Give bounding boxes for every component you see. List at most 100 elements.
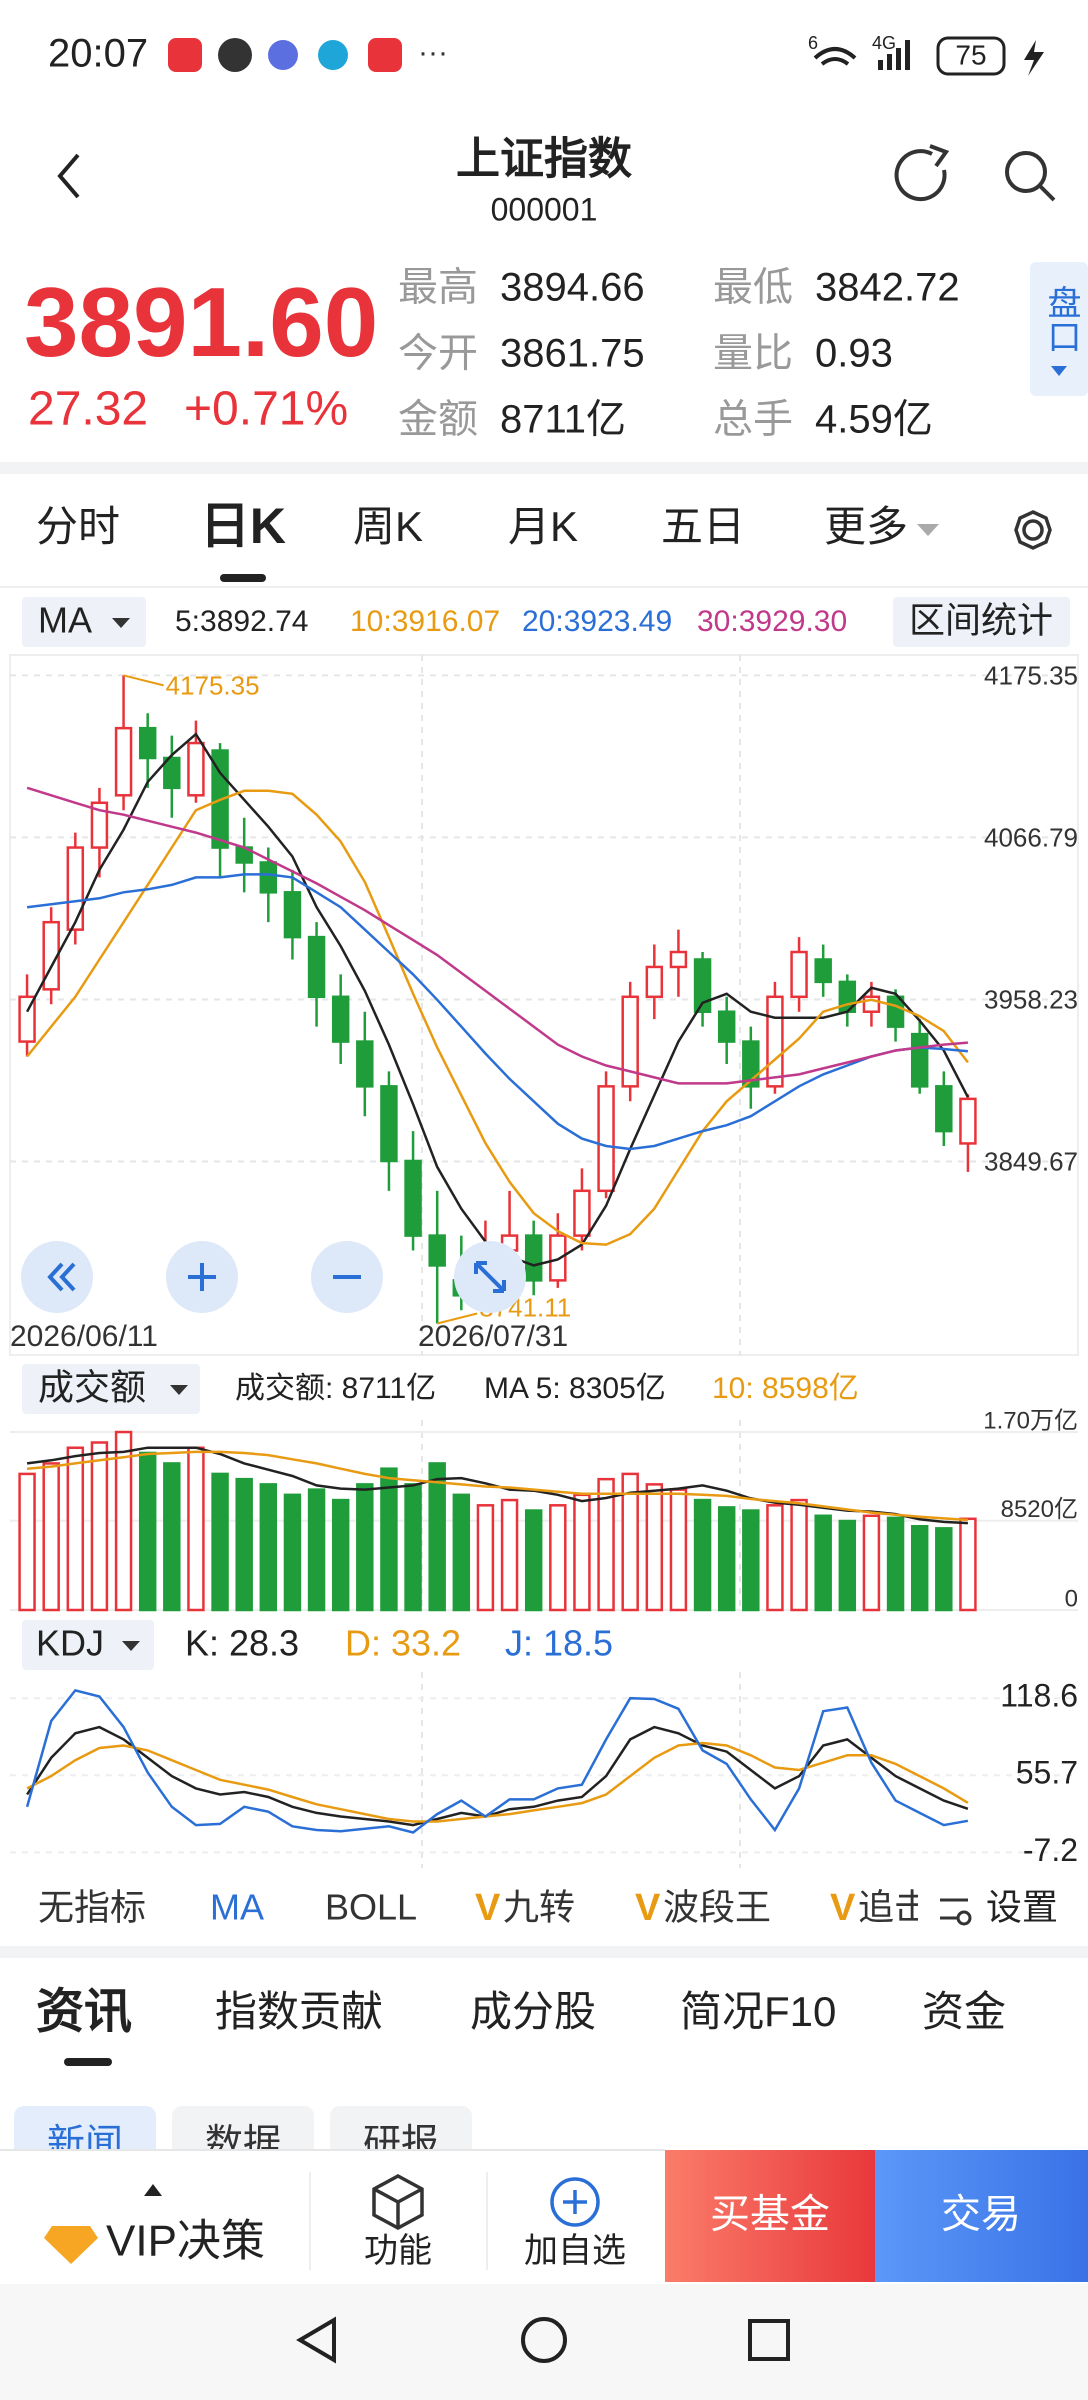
y-tick-label: 3849.67 (984, 1146, 1078, 1176)
candle-body (307, 935, 326, 999)
nav-recents[interactable] (748, 2319, 790, 2361)
indicator-tab[interactable]: 波段王 (663, 1887, 771, 1928)
volume-selector[interactable] (22, 1364, 200, 1414)
info-tab[interactable]: 资金 (922, 1988, 1006, 2035)
indicator-tab[interactable]: MA (210, 1887, 264, 1928)
volume-ma-line (26, 1450, 968, 1522)
volume-legend: 成交额: 8711亿 (235, 1372, 436, 1405)
search-button[interactable] (1005, 151, 1056, 202)
indicator-settings-button[interactable] (940, 1898, 972, 1926)
y-tick-label: 4066.79 (984, 822, 1078, 852)
sub-tab[interactable] (172, 2106, 314, 2176)
side-panel-button[interactable] (1030, 262, 1088, 396)
sub-tab[interactable] (14, 2106, 156, 2176)
ma-legend: 10:3916.07 (350, 605, 500, 638)
volume-bar (476, 1504, 495, 1612)
volume-bar (380, 1467, 398, 1612)
stat-label: 量比 (713, 332, 793, 376)
period-tab[interactable]: 更多 (824, 503, 908, 550)
nav-back[interactable] (296, 2316, 336, 2364)
sub-tab-label: 数据 (205, 2123, 281, 2165)
volume-bar (307, 1488, 326, 1612)
kdj-selector-label: KDJ (36, 1623, 104, 1664)
candle-body (742, 1040, 760, 1088)
add-label[interactable]: 加自选 (524, 2232, 626, 2270)
battery-level: 75 (955, 39, 986, 70)
candle-body (790, 950, 808, 999)
candle-body (524, 1234, 543, 1282)
period-tab[interactable]: 分时 (36, 503, 120, 550)
candle-body (138, 726, 157, 760)
volume-bar (645, 1483, 664, 1612)
expand-arrow (144, 2184, 162, 2196)
info-tab[interactable]: 指数贡献 (215, 1988, 383, 2035)
volume-legend: MA 5: 8305亿 (484, 1372, 666, 1405)
zoom-controls (21, 1241, 526, 1313)
premium-badge: V (635, 1887, 661, 1929)
info-tab[interactable]: 资讯 (36, 1986, 132, 2039)
sub-tab[interactable] (330, 2106, 472, 2176)
ma-selector[interactable] (22, 597, 146, 647)
zoom-back-button[interactable] (21, 1241, 93, 1313)
candle-body (910, 1032, 929, 1088)
stat-label: 金额 (398, 398, 478, 442)
info-tab[interactable]: 简况F10 (680, 1988, 836, 2035)
period-tab[interactable]: 月K (508, 503, 578, 550)
ma-line (26, 873, 969, 1151)
candle-body (573, 1189, 591, 1237)
settings-button[interactable] (1014, 510, 1052, 550)
kdj-line (26, 1725, 969, 1827)
vip-label[interactable]: VIP决策 (106, 2217, 265, 2266)
ma-legend: 30:3929.30 (697, 605, 847, 638)
volume-bar (500, 1498, 519, 1612)
status-icons: ··· (168, 36, 448, 72)
candle-body (669, 950, 688, 969)
info-tab[interactable]: 成分股 (470, 1988, 596, 2035)
volume-bar (862, 1514, 881, 1612)
candle-body (645, 965, 664, 999)
trade-button[interactable] (875, 2150, 1088, 2282)
y-tick-label: 0 (1065, 1585, 1078, 1612)
max-annotation: 4175.35 (166, 670, 260, 700)
indicator-tab[interactable]: BOLL (325, 1887, 417, 1928)
volume-bar (766, 1504, 784, 1612)
trade-label: 交易 (941, 2193, 1021, 2237)
indicator-tab[interactable]: 无指标 (38, 1887, 146, 1928)
candle-body (380, 1085, 398, 1163)
page-title: 上证指数 (456, 135, 632, 184)
buy-fund-button[interactable] (665, 2150, 875, 2282)
annotation-line (123, 674, 164, 687)
navigation-bar (0, 2284, 1088, 2400)
indicator-tab[interactable]: 九转 (503, 1887, 575, 1928)
period-tab[interactable]: 五日 (661, 503, 745, 550)
indicator-tab[interactable]: 追击 (858, 1887, 930, 1928)
refresh-button[interactable] (894, 144, 950, 202)
range-stats-button[interactable] (893, 597, 1070, 647)
add-icon (550, 2177, 600, 2227)
x-tick-label: 2026/06/11 (10, 1320, 158, 1353)
volume-bar (259, 1483, 278, 1612)
volume-bar (549, 1504, 567, 1612)
volume-bar (524, 1509, 543, 1612)
nav-home[interactable] (521, 2317, 567, 2363)
status-time: 20:07 (48, 32, 148, 76)
stat-value: 3861.75 (500, 332, 645, 376)
premium-badge: V (475, 1887, 501, 1929)
function-label[interactable]: 功能 (364, 2232, 432, 2270)
kdj-line (25, 1688, 969, 1834)
volume-bar (187, 1446, 205, 1612)
stat-value: 3894.66 (500, 266, 645, 310)
candle-body (766, 995, 784, 1088)
x-tick-label: 2026/07/31 (418, 1320, 568, 1353)
period-tab[interactable]: 周K (353, 503, 423, 550)
stat-label: 最高 (398, 266, 478, 310)
back-button[interactable] (57, 153, 80, 199)
kdj-selector[interactable] (22, 1620, 154, 1670)
price-change-pct: +0.71% (184, 383, 348, 436)
period-tab[interactable]: 日K (200, 498, 286, 554)
volume-bar (211, 1472, 229, 1612)
volume-bar (573, 1493, 591, 1612)
signal-label: 4G (872, 33, 896, 53)
